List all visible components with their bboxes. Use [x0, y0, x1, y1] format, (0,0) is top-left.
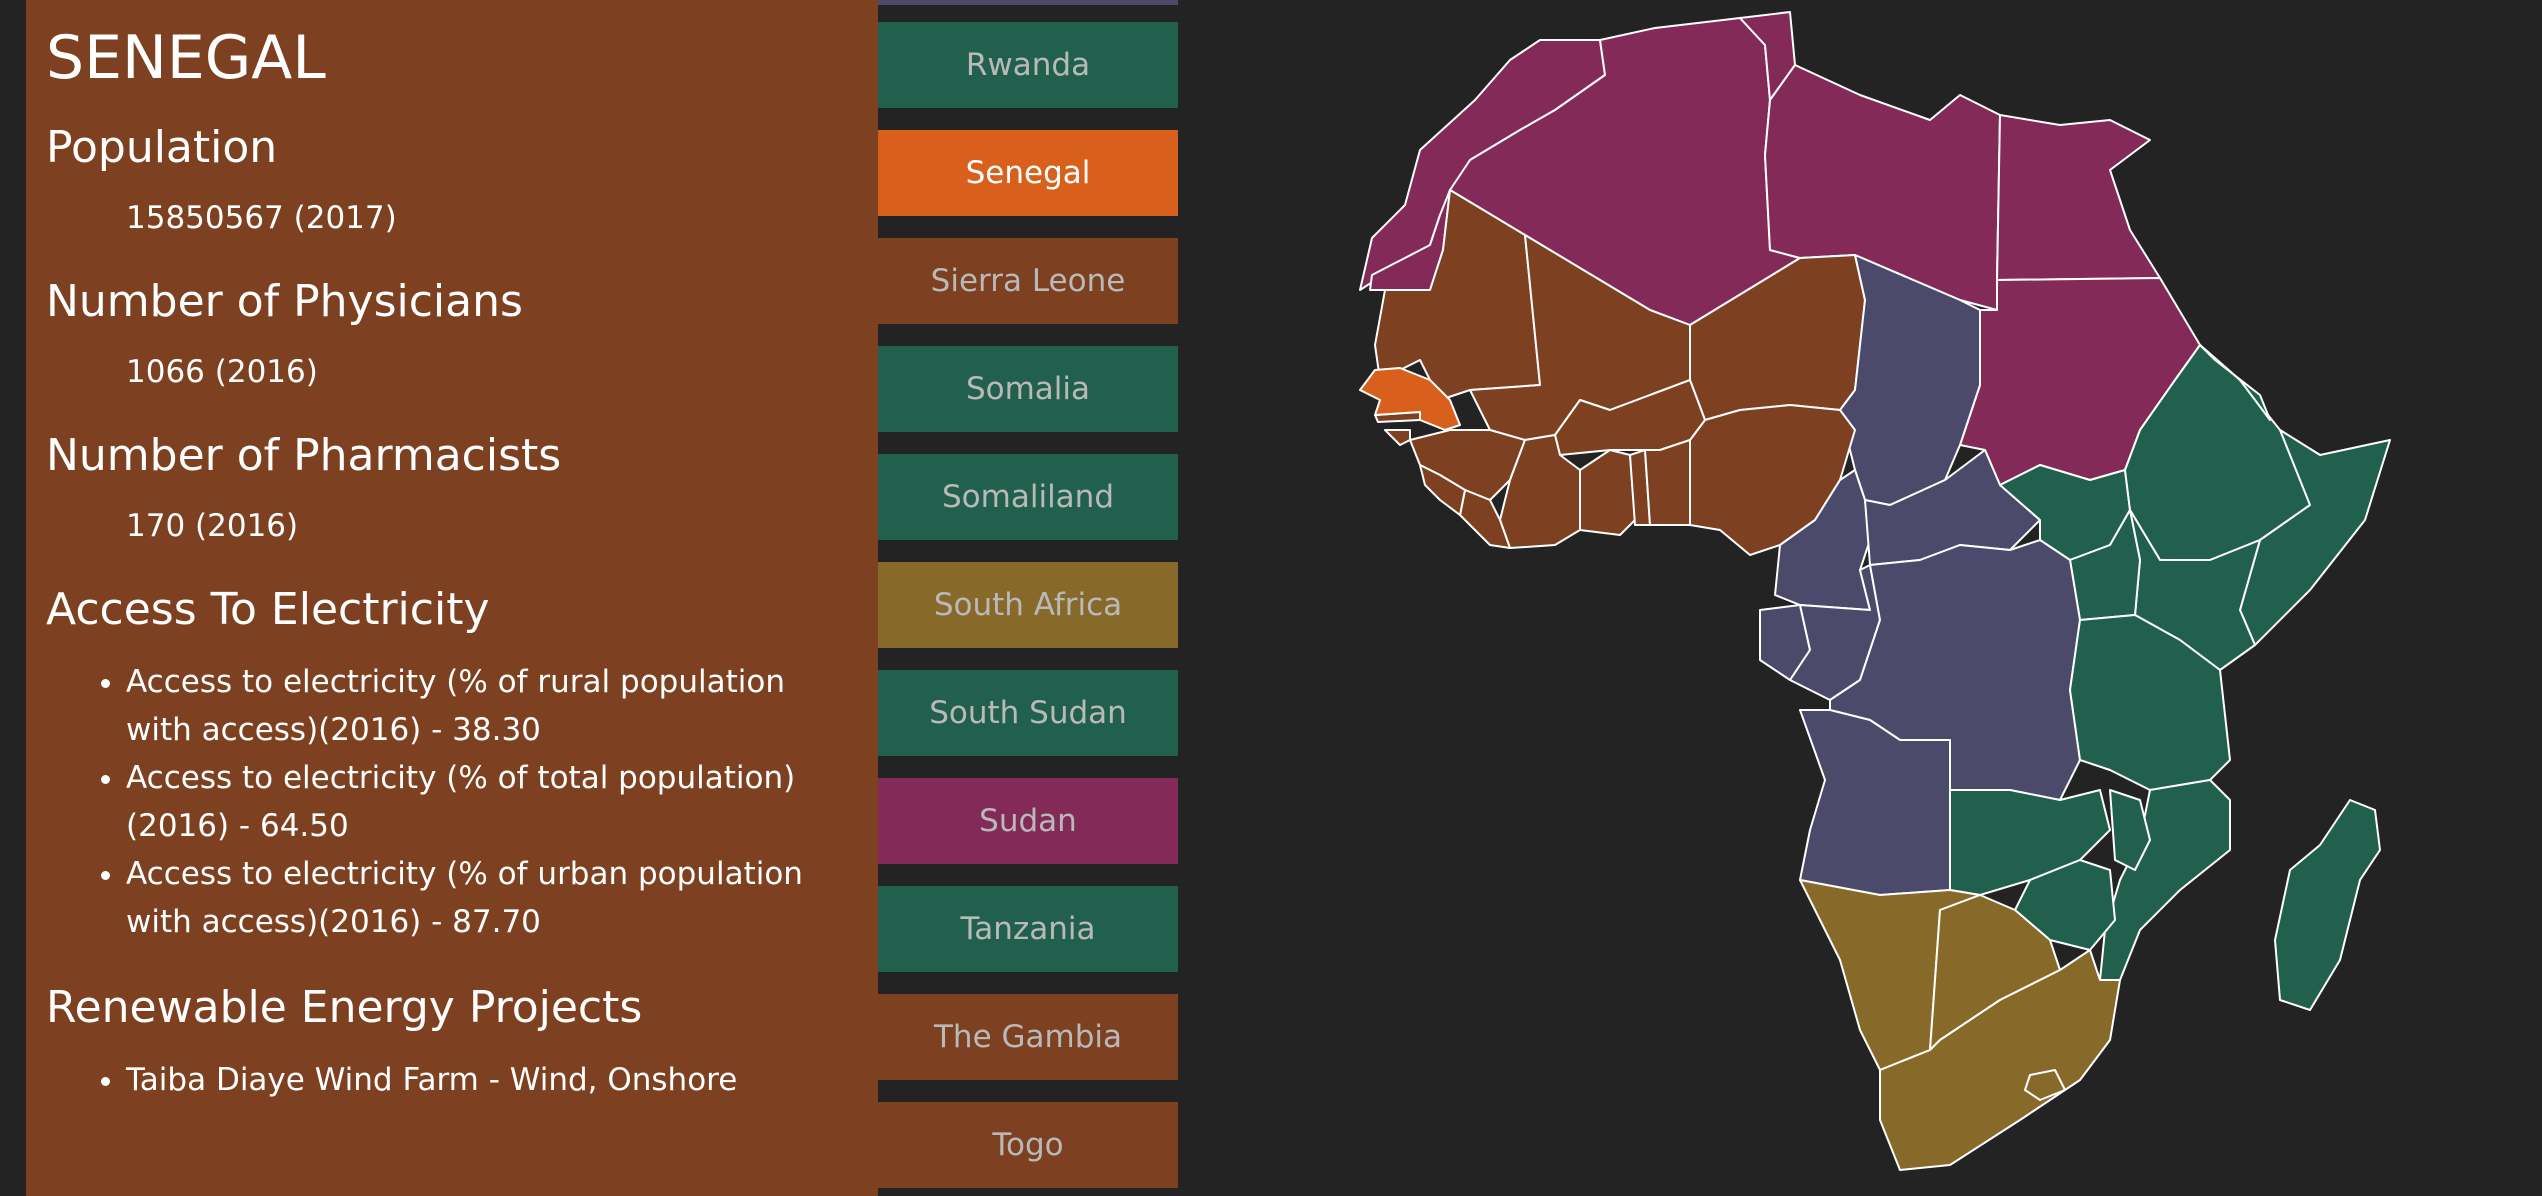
electricity-item: Access to electricity (% of urban popula…: [126, 850, 858, 946]
map-region-sierra-leone[interactable]: [1419, 464, 1466, 516]
country-item-south-africa[interactable]: South Africa: [878, 562, 1178, 648]
country-item-rwanda[interactable]: Rwanda: [878, 22, 1178, 108]
country-item-the-gambia[interactable]: The Gambia: [878, 994, 1178, 1080]
country-item-somaliland[interactable]: Somaliland: [878, 454, 1178, 540]
africa-map: [1178, 0, 2542, 1196]
pharmacists-heading: Number of Pharmacists: [46, 430, 562, 481]
country-title: SENEGAL: [46, 23, 326, 93]
map-region-benin[interactable]: [1644, 439, 1691, 526]
country-item-togo[interactable]: Togo: [878, 1102, 1178, 1188]
country-item-south-sudan[interactable]: South Sudan: [878, 670, 1178, 756]
physicians-heading: Number of Physicians: [46, 276, 523, 327]
renewables-heading: Renewable Energy Projects: [46, 982, 643, 1033]
country-item-tanzania[interactable]: Tanzania: [878, 886, 1178, 972]
map-region-egypt[interactable]: [1996, 114, 2161, 281]
electricity-item: Access to electricity (% of total popula…: [126, 754, 858, 850]
map-region-ghana[interactable]: [1579, 449, 1636, 536]
country-item-senegal[interactable]: Senegal: [878, 130, 1178, 216]
country-info-panel: SENEGAL Population 15850567 (2017) Numbe…: [26, 0, 878, 1196]
map-region-somalia[interactable]: [2239, 429, 2391, 646]
map-region-guinea-bissau[interactable]: [1384, 429, 1411, 446]
electricity-heading: Access To Electricity: [46, 584, 490, 635]
map-region-mozambique[interactable]: [2099, 779, 2231, 981]
population-value: 15850567 (2017): [126, 200, 397, 236]
map-region-lesotho[interactable]: [2024, 1069, 2066, 1101]
map-region-madagascar[interactable]: [2274, 799, 2381, 1011]
pharmacists-value: 170 (2016): [126, 508, 299, 544]
map-region-senegal[interactable]: [1359, 367, 1461, 431]
map-region-eritrea[interactable]: [2199, 344, 2271, 421]
country-item-sudan[interactable]: Sudan: [878, 778, 1178, 864]
electricity-item: Access to electricity (% of rural popula…: [126, 658, 858, 754]
electricity-list: Access to electricity (% of rural popula…: [46, 658, 858, 946]
country-list[interactable]: Rwanda Senegal Sierra Leone Somalia Soma…: [878, 0, 1178, 1196]
africa-map-svg: [1359, 11, 2391, 1171]
country-item-somalia[interactable]: Somalia: [878, 346, 1178, 432]
population-heading: Population: [46, 122, 278, 173]
country-list-item-partial[interactable]: [878, 0, 1178, 5]
map-region-ivory-coast[interactable]: [1499, 434, 1581, 549]
renewables-list: Taiba Diaye Wind Farm - Wind, Onshore: [46, 1056, 858, 1104]
map-region-south-africa[interactable]: [1879, 949, 2121, 1171]
renewables-item: Taiba Diaye Wind Farm - Wind, Onshore: [126, 1056, 858, 1104]
country-item-sierra-leone[interactable]: Sierra Leone: [878, 238, 1178, 324]
map-region-malawi[interactable]: [2109, 789, 2151, 871]
physicians-value: 1066 (2016): [126, 354, 318, 390]
